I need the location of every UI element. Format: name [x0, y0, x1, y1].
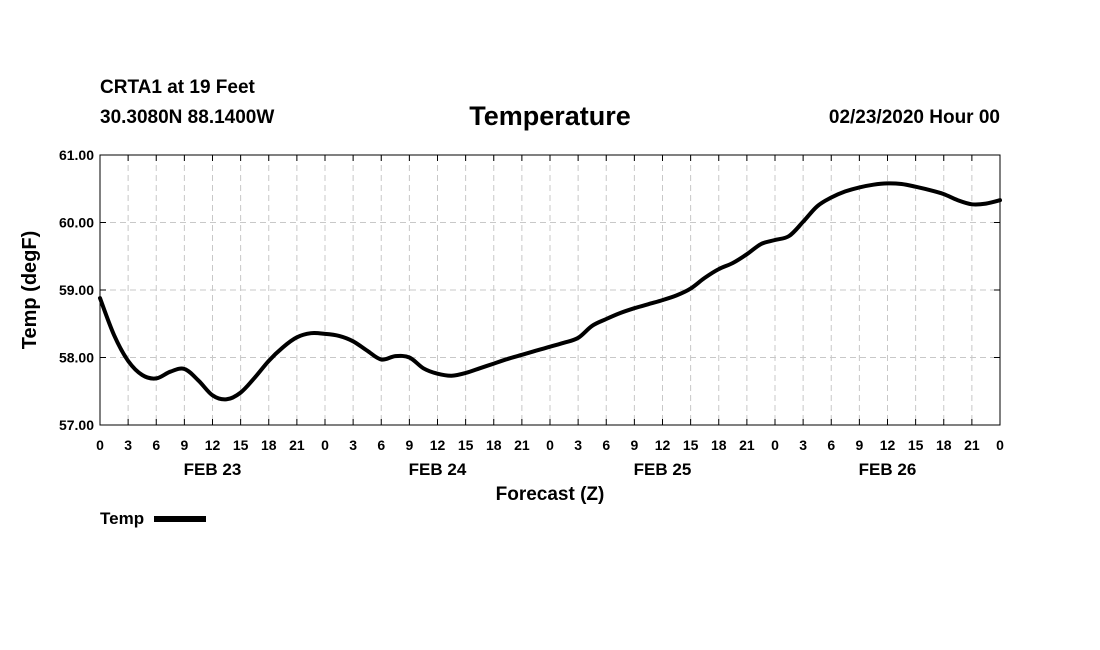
x-tick-label: 21	[739, 437, 755, 453]
x-tick-label: 12	[880, 437, 896, 453]
location-label: 30.3080N 88.1400W	[100, 107, 275, 128]
x-tick-label: 15	[683, 437, 699, 453]
x-tick-label: 15	[908, 437, 924, 453]
x-tick-label: 6	[377, 437, 385, 453]
day-label: FEB 24	[409, 460, 467, 479]
day-label: FEB 25	[634, 460, 692, 479]
x-tick-label: 0	[321, 437, 329, 453]
chart-title: Temperature	[469, 101, 631, 131]
y-tick-label: 61.00	[59, 147, 94, 163]
x-tick-label: 18	[261, 437, 277, 453]
x-tick-label: 3	[349, 437, 357, 453]
x-tick-label: 6	[827, 437, 835, 453]
day-label: FEB 23	[184, 460, 242, 479]
x-tick-label: 21	[514, 437, 530, 453]
x-tick-label: 9	[855, 437, 863, 453]
x-tick-label: 9	[630, 437, 638, 453]
legend: Temp	[100, 509, 207, 529]
x-axis-title: Forecast (Z)	[496, 484, 605, 505]
y-tick-label: 58.00	[59, 350, 94, 366]
y-tick-label: 57.00	[59, 417, 94, 433]
x-tick-label: 18	[711, 437, 727, 453]
x-tick-label: 0	[96, 437, 104, 453]
y-tick-label: 59.00	[59, 282, 94, 298]
y-tick-label: 60.00	[59, 215, 94, 231]
x-tick-label: 12	[430, 437, 446, 453]
x-tick-label: 6	[602, 437, 610, 453]
x-tick-label: 21	[964, 437, 980, 453]
x-tick-label: 0	[996, 437, 1004, 453]
x-tick-label: 9	[405, 437, 413, 453]
x-tick-label: 0	[546, 437, 554, 453]
temp-series-line	[98, 181, 1002, 402]
x-tick-label: 15	[233, 437, 249, 453]
run-time-label: 02/23/2020 Hour 00	[828, 107, 1000, 128]
station-label: CRTA1 at 19 Feet	[100, 77, 255, 98]
x-tick-label: 3	[574, 437, 582, 453]
legend-line-swatch	[154, 516, 207, 522]
x-tick-label: 21	[289, 437, 305, 453]
x-tick-label: 12	[205, 437, 221, 453]
x-tick-label: 18	[936, 437, 952, 453]
x-tick-label: 15	[458, 437, 474, 453]
x-tick-label: 9	[180, 437, 188, 453]
day-label: FEB 26	[859, 460, 917, 479]
y-axis-title: Temp (degF)	[19, 231, 41, 350]
x-tick-label: 18	[486, 437, 502, 453]
legend-label: Temp	[100, 509, 145, 528]
x-tick-label: 3	[124, 437, 132, 453]
x-tick-label: 3	[799, 437, 807, 453]
plot-frame	[99, 154, 1001, 426]
x-tick-label: 6	[152, 437, 160, 453]
x-tick-label: 12	[655, 437, 671, 453]
x-tick-label: 0	[771, 437, 779, 453]
